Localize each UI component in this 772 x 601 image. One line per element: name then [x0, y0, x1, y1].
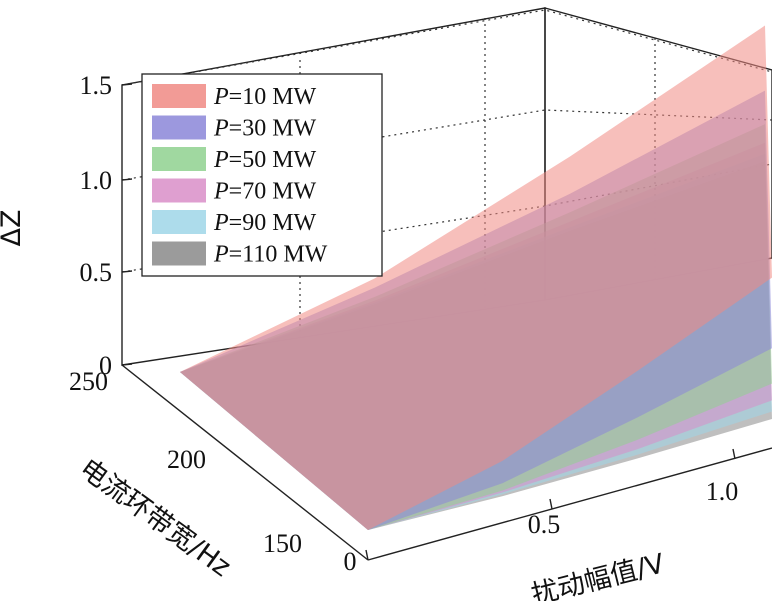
- z-tick-label: 0: [99, 351, 112, 380]
- legend-label: P=50 MW: [213, 147, 317, 173]
- tick-mark-z10: [121, 178, 133, 181]
- z-axis-label: ΔZ: [0, 210, 27, 247]
- z-axis-ticks: 0 0.5 1.0 1.5: [80, 71, 113, 380]
- z-tick-label: 1.5: [80, 71, 113, 100]
- legend-swatch: [152, 178, 206, 203]
- floor-edge-left: [121, 364, 369, 561]
- surfaces-layer: [180, 25, 772, 531]
- x-axis-ticks: 0 0.5 1.0: [344, 477, 739, 576]
- surface-10mw: [180, 25, 772, 530]
- tick-marks: [121, 83, 736, 561]
- legend-swatch: [152, 147, 206, 171]
- legend-swatch: [152, 241, 206, 266]
- y-axis-ticks: 250 200 150: [69, 367, 302, 558]
- tick-mark-x10: [732, 448, 736, 460]
- tick-mark-z05: [121, 270, 133, 273]
- tick-mark-z0: [121, 363, 133, 366]
- legend-label: P=110 MW: [213, 242, 328, 268]
- tick-mark-z15: [121, 83, 133, 86]
- legend-swatch: [152, 210, 206, 234]
- x-tick-label: 1.0: [706, 477, 739, 506]
- tick-mark-x0: [365, 549, 369, 561]
- z-tick-label: 0.5: [80, 258, 113, 287]
- legend-label: P=90 MW: [213, 210, 317, 236]
- floor-edge-front: [367, 447, 772, 561]
- legend-swatch: [152, 84, 206, 108]
- y-tick-label: 150: [263, 529, 302, 558]
- legend: P=10 MW P=30 MW P=50 MW P=70 MW P=90 MW P=110…: [141, 73, 383, 277]
- legend-label: P=10 MW: [213, 84, 317, 110]
- legend-label: P=30 MW: [213, 116, 317, 142]
- x-axis-label: 扰动幅值/V: [528, 548, 668, 601]
- y-tick-label: 250: [69, 367, 108, 396]
- z-tick-label: 1.0: [80, 166, 113, 195]
- y-tick-label: 200: [167, 445, 206, 474]
- x-tick-label: 0.5: [528, 510, 561, 539]
- y-axis-label: 电流环带宽/Hz: [74, 453, 237, 583]
- x-tick-label: 0: [344, 547, 357, 576]
- legend-label: P=70 MW: [213, 179, 317, 205]
- legend-swatch: [152, 115, 206, 140]
- tick-mark-x05: [549, 498, 553, 510]
